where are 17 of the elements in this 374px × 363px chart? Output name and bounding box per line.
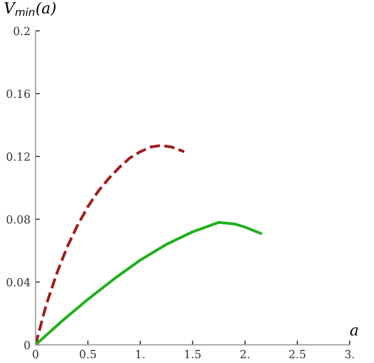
line-series [36, 221, 262, 345]
line-series [36, 144, 186, 345]
x-tick-label: 1.5 [185, 350, 201, 358]
y-axis-title: V$_{min}$(a) [4, 2, 56, 16]
y-tick-label: 0.16 [6, 90, 30, 98]
x-tick-label: 1. [136, 350, 145, 358]
x-tick-label: 0.5 [80, 350, 96, 358]
y-tick-label: 0.04 [6, 278, 30, 286]
x-tick-label: 2.5 [289, 350, 306, 358]
x-tick-label: 3. [345, 350, 354, 358]
x-axis-title: a [350, 327, 358, 336]
y-tick-label: 0.12 [6, 152, 30, 161]
y-tick-label: 0.08 [6, 215, 30, 224]
y-tick-label: 0.2 [14, 26, 30, 36]
y-tick-label: 0 [24, 340, 30, 350]
x-tick-label: 2. [240, 350, 250, 358]
x-tick-label: 0 [32, 350, 38, 358]
